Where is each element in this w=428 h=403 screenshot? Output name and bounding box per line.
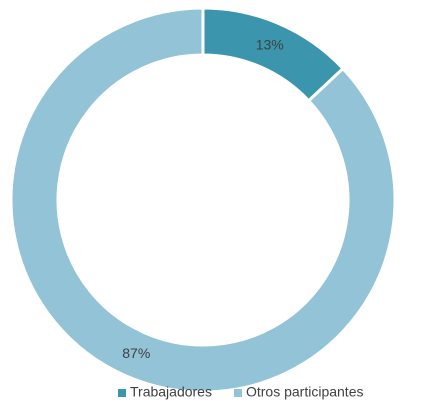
legend-swatch	[118, 389, 126, 397]
legend-label: Otros participantes	[246, 384, 364, 400]
legend-label: Trabajadores	[130, 384, 212, 400]
data-label: 13%	[256, 37, 284, 53]
donut-slice	[9, 6, 397, 394]
legend-swatch	[233, 389, 242, 397]
data-label: 87%	[122, 345, 150, 361]
